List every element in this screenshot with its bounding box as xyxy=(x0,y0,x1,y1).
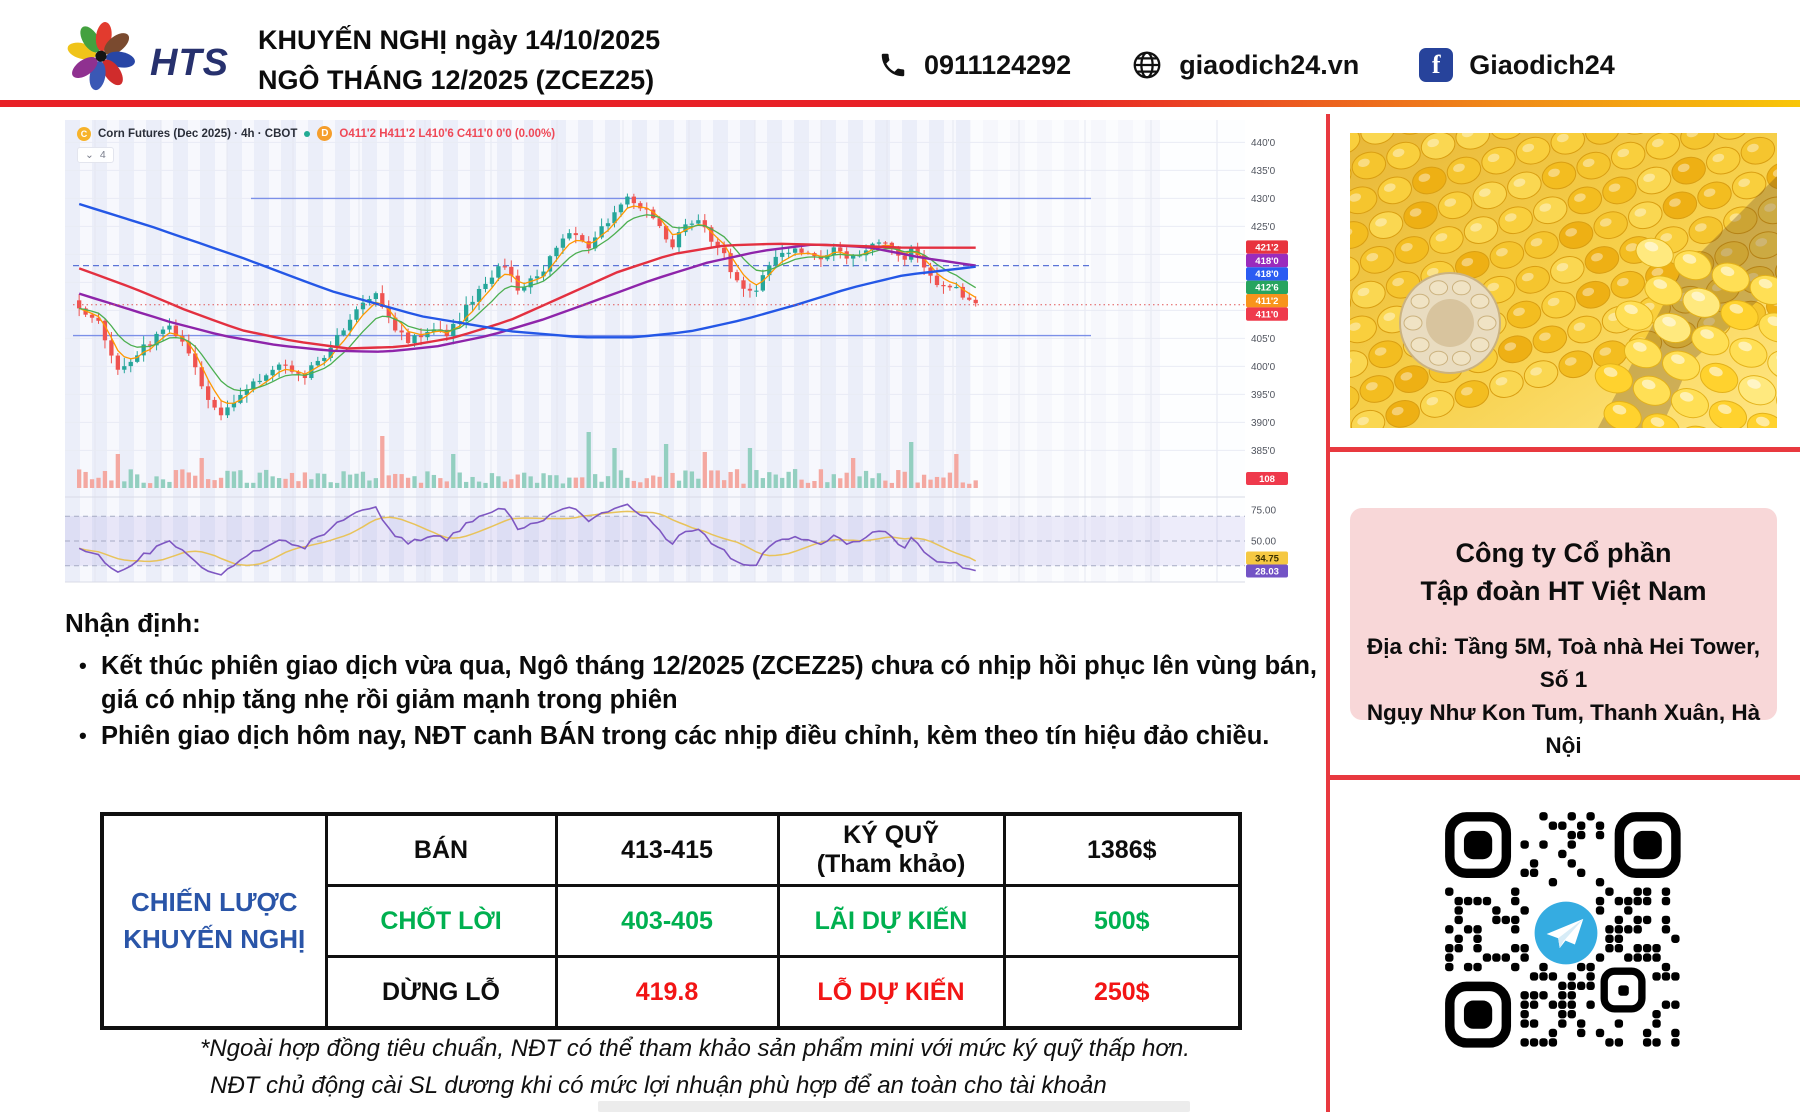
symbol-icon: C xyxy=(77,126,91,141)
footnote-line: *Ngoài hợp đồng tiêu chuẩn, NĐT có thể t… xyxy=(200,1035,1190,1062)
phone-icon xyxy=(881,53,905,77)
svg-text:405'0: 405'0 xyxy=(1251,334,1276,345)
candles xyxy=(77,193,978,421)
analysis-bullet: Kết thúc phiên giao dịch vừa qua, Ngô th… xyxy=(65,649,1317,717)
indicator-collapse-control[interactable]: ⌄ 4 xyxy=(77,147,114,163)
footnotes: *Ngoài hợp đồng tiêu chuẩn, NĐT có thể t… xyxy=(200,1030,1190,1104)
svg-text:390'0: 390'0 xyxy=(1251,418,1276,429)
page-title: KHUYẾN NGHỊ ngày 14/10/2025 NGÔ THÁNG 12… xyxy=(258,25,661,95)
facebook-icon[interactable]: f xyxy=(1419,48,1454,82)
company-info-card: Công ty Cổ phần Tập đoàn HT Việt Nam Địa… xyxy=(1350,508,1777,758)
market-status-dot-icon xyxy=(304,130,311,137)
scrollbar-artifact xyxy=(598,1101,1190,1112)
cell-takeprofit-label: CHỐT LỜI xyxy=(324,884,558,958)
table-row: CHỐT LỜI 403-405 LÃI DỰ KIẾN 500$ xyxy=(102,884,1242,958)
svg-text:385'0: 385'0 xyxy=(1251,446,1276,457)
svg-text:400'0: 400'0 xyxy=(1251,362,1276,373)
globe-icon xyxy=(1133,51,1161,79)
phone-group: 0911124292 xyxy=(878,50,1071,81)
strategy-table: CHIẾN LƯỢC KHUYẾN NGHỊ BÁN 413-415 KÝ QU… xyxy=(100,812,1242,1030)
table-row: DỪNG LỖ 419.8 LỖ DỰ KIẾN 250$ xyxy=(102,955,1242,1030)
symbol-name[interactable]: Corn Futures (Dec 2025) · 4h · CBOT xyxy=(98,127,298,140)
svg-text:418'0: 418'0 xyxy=(1255,269,1278,280)
cell-margin-label: KÝ QUỸ (Tham khảo) xyxy=(776,812,1006,887)
indicator-count: 4 xyxy=(99,149,106,161)
svg-text:411'0: 411'0 xyxy=(1256,309,1279,320)
svg-text:435'0: 435'0 xyxy=(1251,166,1276,177)
price-axis: 440'0 435'0 430'0 425'0 405'0 400'0 395'0 390'0… xyxy=(1251,138,1276,548)
cell-expected-gain-value: 500$ xyxy=(1002,884,1242,958)
candlestick-chart-canvas[interactable]: 440'0 435'0 430'0 425'0 405'0 400'0 395'0 390'0… xyxy=(65,120,1290,588)
chart-legend: C Corn Futures (Dec 2025) · 4h · CBOT D … xyxy=(77,126,555,141)
table-row: CHIẾN LƯỢC KHUYẾN NGHỊ BÁN 413-415 KÝ QU… xyxy=(100,812,1242,1030)
ohlc-values: O411'2 H411'2 L410'6 C411'0 0'0 (0.00%) xyxy=(339,127,556,140)
company-name: Công ty Cổ phần Tập đoàn HT Việt Nam xyxy=(1420,538,1707,606)
hts-logo-flower-icon xyxy=(67,22,135,91)
cell-ban-label: BÁN xyxy=(324,812,558,887)
svg-text:34.75: 34.75 xyxy=(1255,554,1279,565)
strategy-header-cell: CHIẾN LƯỢC KHUYẾN NGHỊ xyxy=(100,812,328,1030)
svg-text:50.00: 50.00 xyxy=(1251,537,1276,548)
cell-ban-range: 413-415 xyxy=(554,812,780,887)
horizontal-divider xyxy=(1330,775,1800,780)
price-chart: 440'0 435'0 430'0 425'0 405'0 400'0 395'0 390'0… xyxy=(65,120,1290,588)
svg-text:411'2: 411'2 xyxy=(1256,296,1279,307)
cell-takeprofit-range: 403-405 xyxy=(554,884,780,958)
svg-text:412'6: 412'6 xyxy=(1255,283,1278,294)
facebook-name[interactable]: Giaodich24 xyxy=(1469,49,1615,80)
company-address: Địa chỉ: Tầng 5M, Toà nhà Hei Tower, Số … xyxy=(1366,634,1761,758)
cell-stoploss-label: DỪNG LỖ xyxy=(324,955,558,1030)
svg-text:425'0: 425'0 xyxy=(1251,222,1276,233)
horizontal-divider xyxy=(1330,447,1800,452)
header-divider-bar xyxy=(0,100,1800,107)
svg-text:395'0: 395'0 xyxy=(1251,390,1276,401)
svg-text:75.00: 75.00 xyxy=(1251,506,1276,517)
website-url[interactable]: giaodich24.vn xyxy=(1179,49,1360,80)
volume-bars xyxy=(77,432,978,488)
footnote-line: NĐT chủ động cài SL dương khi có mức lợi… xyxy=(210,1072,1107,1099)
cell-expected-loss-label: LỖ DỰ KIẾN xyxy=(776,955,1006,1030)
analysis-bullet: Phiên giao dịch hôm nay, NĐT canh BÁN tr… xyxy=(65,719,1317,753)
svg-text:28.03: 28.03 xyxy=(1255,567,1279,578)
logo-text: HTS xyxy=(150,42,229,84)
svg-text:440'0: 440'0 xyxy=(1251,138,1276,149)
svg-text:421'2: 421'2 xyxy=(1255,242,1278,253)
svg-text:418'0: 418'0 xyxy=(1255,256,1278,267)
analysis-section: Nhận định: Kết thúc phiên giao dịch vừa … xyxy=(65,608,1317,755)
website-group: giaodich24.vn xyxy=(1131,49,1359,81)
cell-expected-loss-value: 250$ xyxy=(1002,955,1242,1030)
svg-text:430'0: 430'0 xyxy=(1251,194,1276,205)
chevron-down-icon: ⌄ xyxy=(85,149,94,161)
contact-row: 0911124292 giaodich24.vn f Giaodich24 xyxy=(878,48,1675,82)
facebook-group: f Giaodich24 xyxy=(1419,48,1615,82)
cell-stoploss-value: 419.8 xyxy=(554,955,780,1030)
phone-number: 0911124292 xyxy=(924,49,1072,80)
corn-photo xyxy=(1350,133,1777,428)
svg-text:108: 108 xyxy=(1259,474,1275,485)
telegram-qr-code[interactable] xyxy=(1443,810,1689,1056)
interval-badge[interactable]: D xyxy=(317,126,333,141)
cell-margin-value: 1386$ xyxy=(1002,812,1242,887)
vertical-divider xyxy=(1326,114,1330,1112)
cell-expected-gain-label: LÃI DỰ KIẾN xyxy=(776,884,1006,958)
analysis-heading: Nhận định: xyxy=(65,608,201,638)
